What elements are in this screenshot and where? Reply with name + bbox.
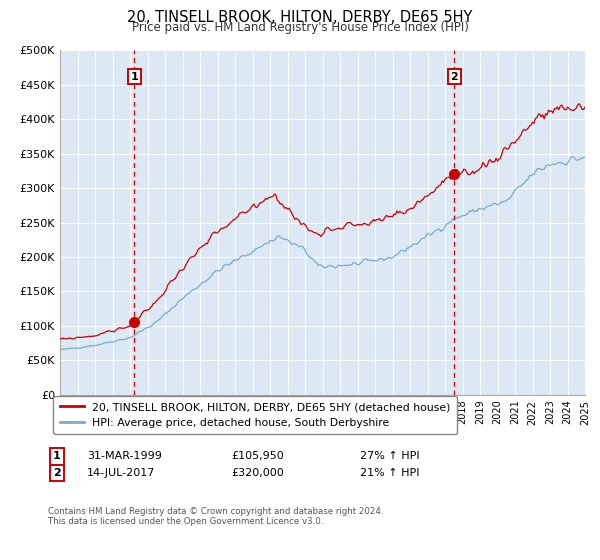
Text: 27% ↑ HPI: 27% ↑ HPI [360,451,419,461]
Text: 1: 1 [53,451,61,461]
Text: £105,950: £105,950 [231,451,284,461]
Text: 1: 1 [131,72,138,82]
Legend: 20, TINSELL BROOK, HILTON, DERBY, DE65 5HY (detached house), HPI: Average price,: 20, TINSELL BROOK, HILTON, DERBY, DE65 5… [53,396,457,434]
Text: £320,000: £320,000 [231,468,284,478]
Text: Price paid vs. HM Land Registry's House Price Index (HPI): Price paid vs. HM Land Registry's House … [131,21,469,34]
Text: 2: 2 [451,72,458,82]
Text: 20, TINSELL BROOK, HILTON, DERBY, DE65 5HY: 20, TINSELL BROOK, HILTON, DERBY, DE65 5… [127,10,473,25]
Text: 21% ↑ HPI: 21% ↑ HPI [360,468,419,478]
Text: 31-MAR-1999: 31-MAR-1999 [87,451,162,461]
Text: Contains HM Land Registry data © Crown copyright and database right 2024.
This d: Contains HM Land Registry data © Crown c… [48,507,383,526]
Text: 2: 2 [53,468,61,478]
Text: 14-JUL-2017: 14-JUL-2017 [87,468,155,478]
